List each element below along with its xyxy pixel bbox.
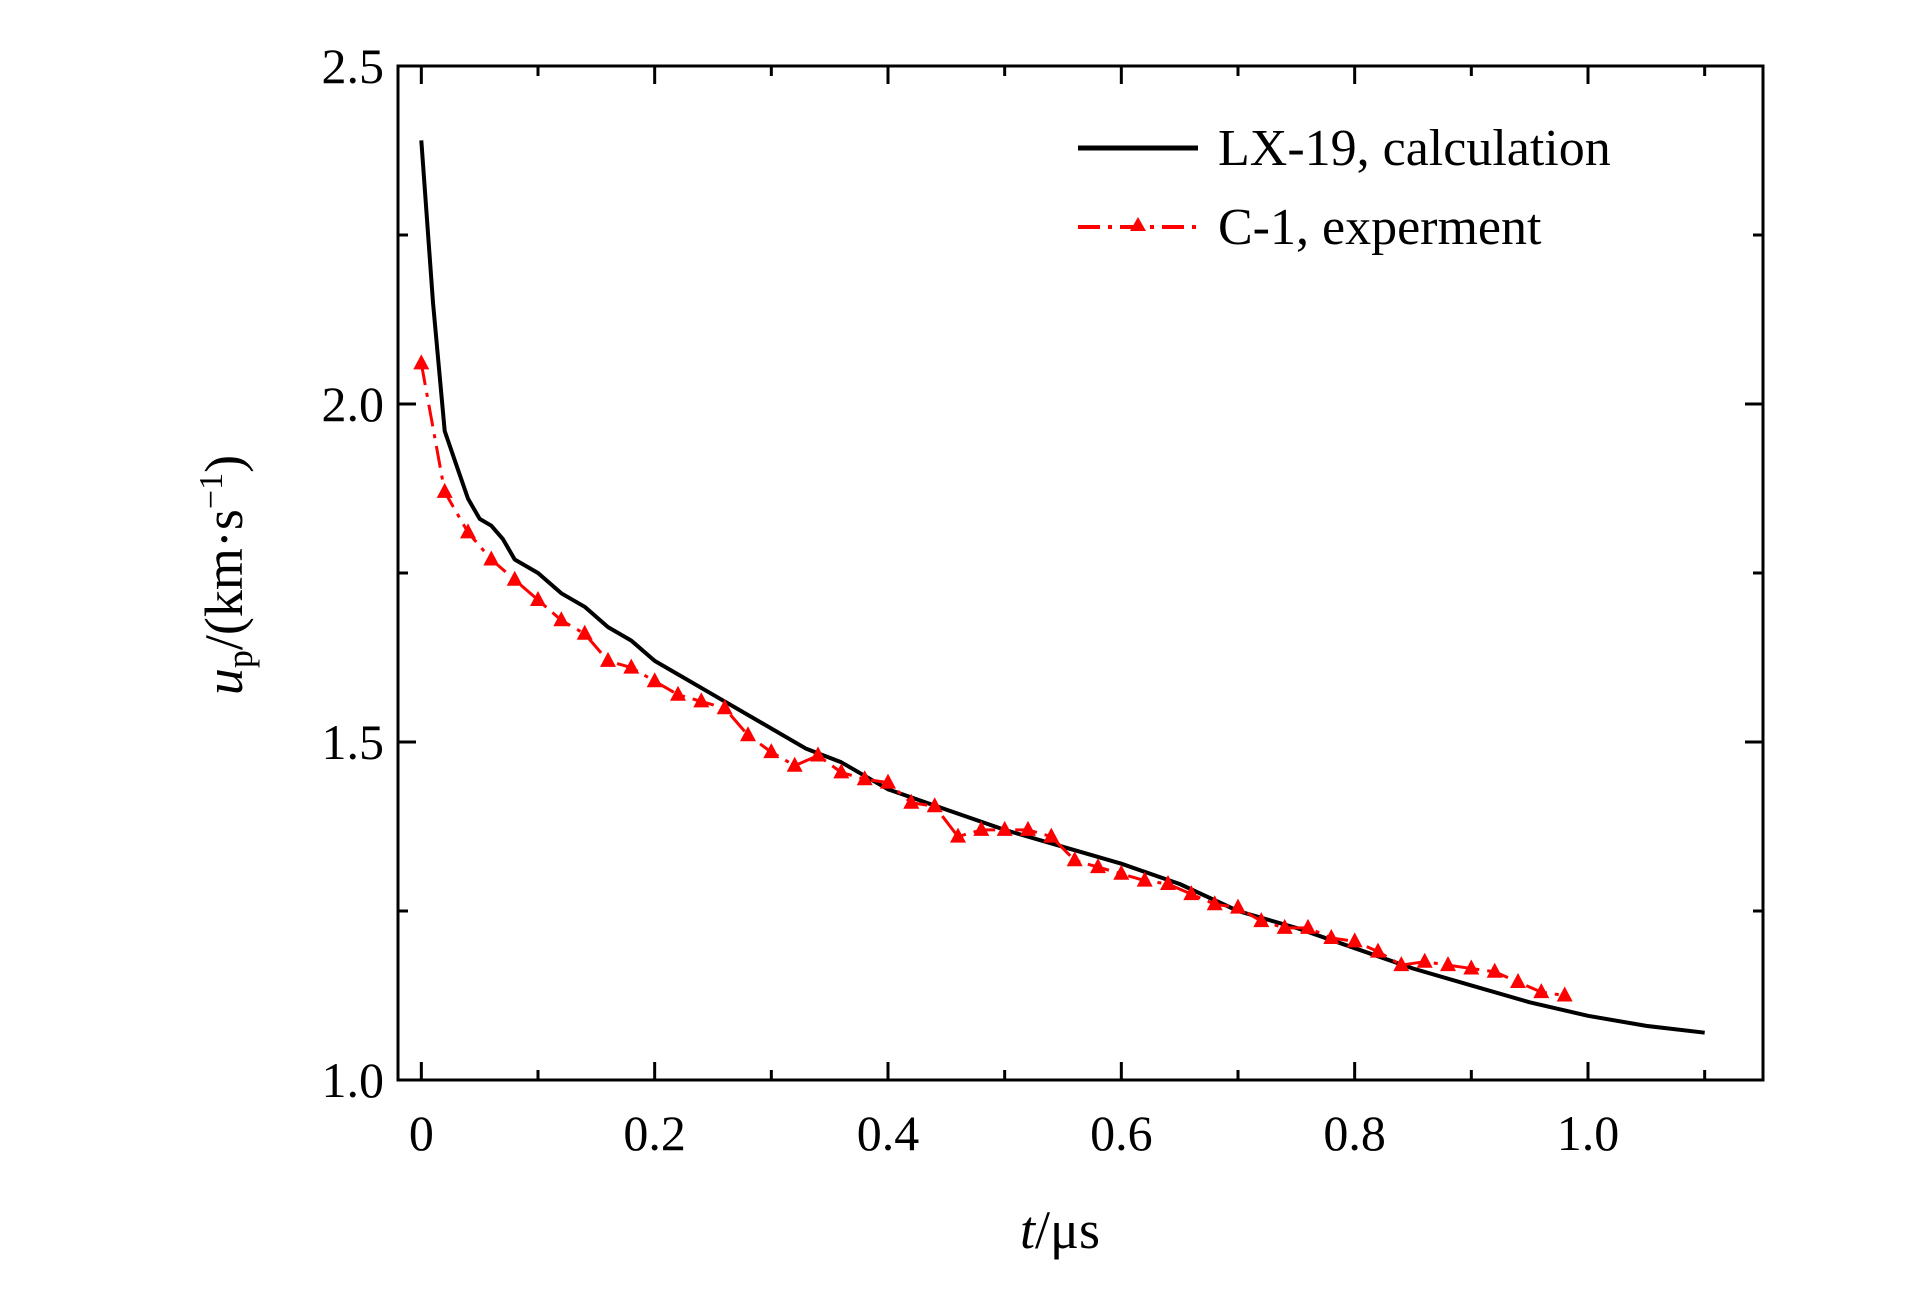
y-ticks — [398, 64, 1763, 1082]
data-point-marker — [600, 651, 616, 667]
series-line-0 — [419, 140, 1705, 1035]
y-axis-title-unit: /(km·s — [194, 509, 254, 650]
data-point-marker — [576, 624, 593, 640]
data-point-marker — [996, 820, 1013, 836]
data-point-marker — [1300, 918, 1316, 934]
data-point-marker — [1020, 820, 1036, 836]
data-point-marker — [1370, 942, 1386, 958]
data-point-marker — [413, 354, 430, 370]
data-point-marker — [1463, 959, 1480, 975]
y-tick-label: 2.5 — [322, 38, 385, 94]
y-minor-ticks — [398, 233, 1763, 913]
x-tick-label: 0.2 — [623, 1105, 686, 1161]
y-tick-label: 1.0 — [322, 1052, 385, 1108]
data-point-marker — [716, 699, 733, 715]
data-point-marker — [1206, 895, 1223, 911]
x-tick-label: 0.8 — [1323, 1105, 1386, 1161]
data-point-marker — [903, 793, 920, 809]
data-point-marker — [1416, 952, 1433, 968]
data-point-marker — [530, 591, 546, 606]
x-ticks — [419, 66, 1590, 1080]
legend-marker-experiment — [1130, 217, 1146, 231]
data-point-marker — [1276, 918, 1293, 934]
series-layer — [413, 140, 1705, 1035]
y-tick-labels: 1.0 1.5 2.0 2.5 — [322, 38, 385, 1108]
data-point-marker — [1510, 973, 1526, 988]
y-tick-label: 1.5 — [322, 714, 385, 770]
data-point-marker — [506, 570, 523, 586]
data-point-marker — [1183, 885, 1200, 901]
data-point-marker — [810, 746, 826, 762]
y-axis-title-italic: u — [194, 668, 254, 695]
data-point-marker — [740, 726, 756, 742]
data-point-marker — [1136, 871, 1153, 887]
data-point-marker — [786, 756, 803, 772]
data-point-marker — [1440, 956, 1456, 972]
x-axis-title: t/μs — [1020, 1200, 1100, 1260]
data-point-marker — [1533, 983, 1550, 999]
data-point-marker — [1043, 827, 1060, 843]
y-axis-title: up/(km·s−1) — [193, 455, 260, 695]
data-point-marker — [973, 820, 990, 836]
x-axis-title-italic: t — [1020, 1200, 1037, 1260]
data-point-marker — [1230, 898, 1246, 914]
data-point-marker — [833, 763, 850, 779]
x-tick-label: 1.0 — [1557, 1105, 1620, 1161]
x-tick-label: 0.6 — [1090, 1105, 1153, 1161]
data-point-marker — [1393, 956, 1410, 972]
data-point-marker — [1066, 851, 1083, 867]
data-point-marker — [1556, 986, 1573, 1002]
legend: LX-19, calculation C-1, experment — [1078, 120, 1611, 256]
x-minor-ticks — [536, 66, 1707, 1080]
data-point-marker — [880, 773, 896, 789]
legend-label-experiment: C-1, experment — [1218, 199, 1542, 256]
data-point-marker — [926, 797, 943, 813]
y-axis-title-sub: p — [220, 650, 260, 668]
data-point-marker — [553, 611, 570, 627]
data-point-marker — [670, 685, 686, 701]
y-axis-title-sup: −1 — [193, 473, 230, 509]
data-point-marker — [646, 672, 663, 688]
plot-frame — [396, 64, 1765, 1082]
y-axis-title-close: ) — [194, 455, 254, 473]
legend-label-calculation: LX-19, calculation — [1218, 120, 1611, 177]
series-line-1 — [419, 363, 1565, 997]
x-tick-labels: 0 0.2 0.4 0.6 0.8 1.0 — [409, 1105, 1619, 1161]
data-point-marker — [1346, 932, 1363, 948]
x-tick-label: 0.4 — [857, 1105, 920, 1161]
data-point-marker — [623, 658, 640, 674]
data-point-marker — [1113, 864, 1130, 880]
data-point-marker — [1323, 929, 1340, 944]
data-point-marker — [693, 692, 710, 708]
data-point-marker — [483, 550, 500, 566]
data-point-marker — [950, 827, 966, 843]
y-tick-label: 2.0 — [322, 376, 385, 432]
data-point-marker — [1090, 858, 1106, 874]
data-point-marker — [763, 743, 780, 759]
x-axis-title-unit: /μs — [1035, 1200, 1100, 1260]
data-point-marker — [1160, 875, 1176, 890]
data-point-marker — [436, 482, 453, 498]
data-point-marker — [856, 770, 873, 786]
data-point-marker — [460, 523, 476, 539]
x-tick-label: 0 — [409, 1105, 434, 1161]
data-point-marker — [1486, 962, 1503, 978]
data-point-marker — [1253, 912, 1270, 928]
